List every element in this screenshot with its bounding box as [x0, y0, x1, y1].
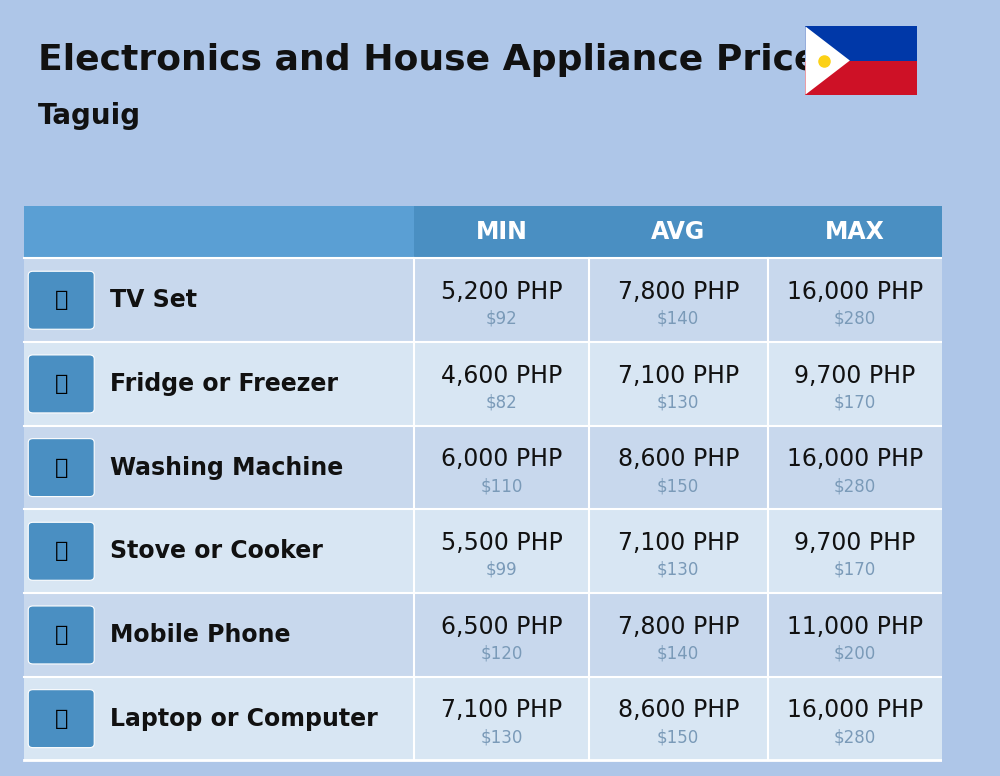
Text: $99: $99: [486, 561, 517, 579]
Polygon shape: [805, 26, 850, 95]
Text: 4,600 PHP: 4,600 PHP: [441, 364, 562, 387]
Text: 7,100 PHP: 7,100 PHP: [618, 364, 739, 387]
FancyBboxPatch shape: [28, 606, 94, 664]
Text: 7,800 PHP: 7,800 PHP: [618, 615, 739, 639]
Text: $130: $130: [657, 393, 699, 411]
Text: 🧊: 🧊: [55, 374, 68, 394]
Text: $280: $280: [834, 728, 876, 746]
Text: 16,000 PHP: 16,000 PHP: [787, 698, 923, 722]
Text: $280: $280: [834, 477, 876, 495]
Text: 7,800 PHP: 7,800 PHP: [618, 280, 739, 304]
Text: $82: $82: [486, 393, 517, 411]
FancyBboxPatch shape: [805, 61, 917, 95]
Text: 💻: 💻: [55, 708, 68, 729]
Text: $130: $130: [480, 728, 523, 746]
Text: 8,600 PHP: 8,600 PHP: [618, 447, 739, 471]
Text: $170: $170: [834, 393, 876, 411]
FancyBboxPatch shape: [805, 26, 917, 95]
Text: $280: $280: [834, 310, 876, 327]
Text: MAX: MAX: [825, 220, 885, 244]
Text: 5,200 PHP: 5,200 PHP: [441, 280, 562, 304]
Text: $92: $92: [486, 310, 517, 327]
Text: $130: $130: [657, 561, 699, 579]
FancyBboxPatch shape: [28, 522, 94, 580]
Text: 📺: 📺: [55, 290, 68, 310]
FancyBboxPatch shape: [24, 593, 942, 677]
Text: MIN: MIN: [476, 220, 528, 244]
FancyBboxPatch shape: [24, 258, 942, 342]
FancyBboxPatch shape: [24, 206, 414, 258]
Text: 9,700 PHP: 9,700 PHP: [794, 364, 915, 387]
Text: Taguig: Taguig: [38, 102, 141, 130]
Text: Laptop or Computer: Laptop or Computer: [110, 707, 378, 731]
Text: $200: $200: [834, 644, 876, 663]
FancyBboxPatch shape: [28, 272, 94, 329]
Text: $150: $150: [657, 728, 699, 746]
Text: $170: $170: [834, 561, 876, 579]
FancyBboxPatch shape: [28, 438, 94, 497]
Text: 6,500 PHP: 6,500 PHP: [441, 615, 562, 639]
FancyBboxPatch shape: [24, 206, 942, 258]
Text: 11,000 PHP: 11,000 PHP: [787, 615, 923, 639]
Text: $120: $120: [480, 644, 523, 663]
Text: Washing Machine: Washing Machine: [110, 456, 343, 480]
Text: 6,000 PHP: 6,000 PHP: [441, 447, 562, 471]
Text: 7,100 PHP: 7,100 PHP: [441, 698, 562, 722]
Text: Fridge or Freezer: Fridge or Freezer: [110, 372, 338, 396]
FancyBboxPatch shape: [24, 426, 942, 509]
Text: Mobile Phone: Mobile Phone: [110, 623, 291, 647]
Text: 7,100 PHP: 7,100 PHP: [618, 531, 739, 555]
Text: Electronics and House Appliance Prices: Electronics and House Appliance Prices: [38, 43, 840, 77]
Text: 8,600 PHP: 8,600 PHP: [618, 698, 739, 722]
Text: 16,000 PHP: 16,000 PHP: [787, 280, 923, 304]
Text: $110: $110: [480, 477, 523, 495]
FancyBboxPatch shape: [24, 509, 942, 593]
Text: TV Set: TV Set: [110, 288, 197, 312]
Text: 🫧: 🫧: [55, 458, 68, 477]
Text: Stove or Cooker: Stove or Cooker: [110, 539, 323, 563]
Text: 📱: 📱: [55, 625, 68, 645]
Text: AVG: AVG: [651, 220, 705, 244]
Text: 5,500 PHP: 5,500 PHP: [441, 531, 562, 555]
FancyBboxPatch shape: [28, 355, 94, 413]
FancyBboxPatch shape: [28, 690, 94, 747]
Text: $140: $140: [657, 644, 699, 663]
Text: 🔥: 🔥: [55, 542, 68, 561]
FancyBboxPatch shape: [24, 677, 942, 760]
Text: $140: $140: [657, 310, 699, 327]
Text: $150: $150: [657, 477, 699, 495]
Text: 16,000 PHP: 16,000 PHP: [787, 447, 923, 471]
FancyBboxPatch shape: [24, 342, 942, 426]
Text: 9,700 PHP: 9,700 PHP: [794, 531, 915, 555]
FancyBboxPatch shape: [805, 26, 917, 61]
